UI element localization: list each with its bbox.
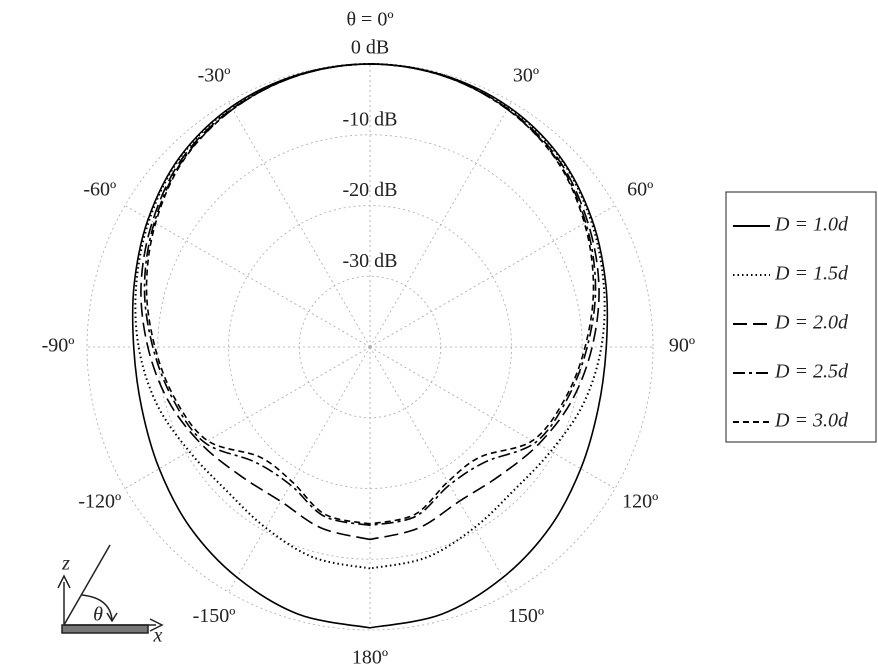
grid-spoke [369, 346, 512, 593]
theta-tick-label: -90º [42, 335, 75, 357]
ground-plate [61, 624, 149, 634]
x-arrow [149, 618, 164, 632]
r-tick-label: 0 dB [351, 37, 389, 59]
inset-label: θ [93, 604, 103, 626]
grid-spoke [369, 346, 616, 489]
grid-spoke [369, 205, 616, 348]
theta-arc [81, 594, 113, 621]
theta-tick-label: 150º [508, 605, 544, 627]
theta-tick-label: 30º [513, 64, 539, 86]
legend-label: D = 1.5d [774, 263, 849, 285]
pattern-curve [143, 63, 597, 527]
r-tick-label: -30 dB [343, 250, 398, 272]
grid-ring [157, 134, 583, 560]
grid-spoke [369, 101, 512, 348]
legend-label: D = 3.0d [774, 410, 849, 432]
pattern-curve [145, 63, 595, 525]
r-tick-label: -20 dB [343, 179, 398, 201]
theta-tick-label: 120º [622, 491, 658, 513]
coordinate-inset [57, 544, 164, 634]
theta-arrow [106, 612, 118, 623]
theta-tick-label: 180º [352, 647, 388, 669]
direction-line [63, 544, 111, 626]
inset-label: x [153, 625, 163, 647]
theta-tick-label: 60º [627, 179, 653, 201]
grid-spoke [124, 205, 371, 348]
inset-label: z [61, 553, 70, 575]
theta-tick-label: -150º [193, 605, 236, 627]
theta-tick-label: -120º [78, 491, 121, 513]
grid-spoke [228, 346, 371, 593]
theta-tick-label: -60º [83, 179, 116, 201]
theta-tick-label: -30º [198, 64, 231, 86]
grid-spoke [124, 346, 371, 489]
z-arrow [57, 574, 71, 589]
r-tick-label: -10 dB [343, 108, 398, 130]
grid-ring [86, 63, 654, 631]
grid-spoke [228, 101, 371, 348]
legend-box [725, 191, 877, 443]
legend-label: D = 2.5d [774, 361, 849, 383]
legend-label: D = 2.0d [774, 312, 849, 334]
legend-label: D = 1.0d [774, 214, 849, 236]
theta-tick-label: 90º [669, 335, 695, 357]
theta-tick-label: θ = 0º [346, 9, 393, 31]
